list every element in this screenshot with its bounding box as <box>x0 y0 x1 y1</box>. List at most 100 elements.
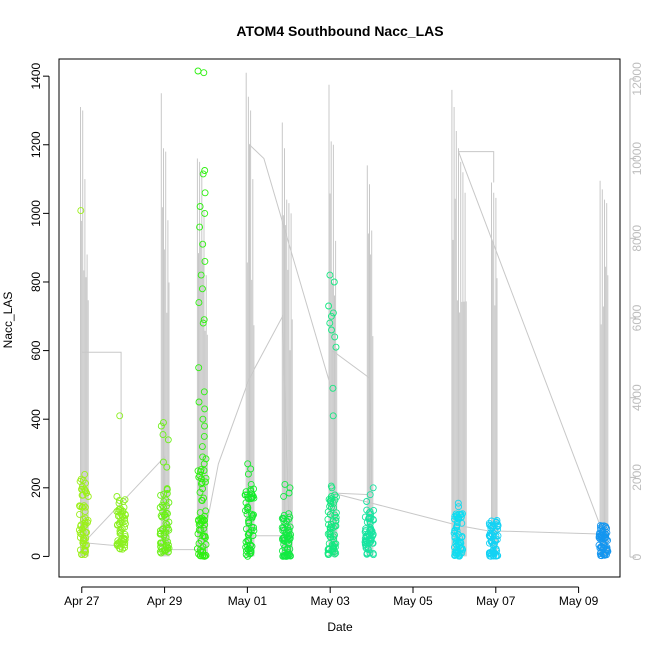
data-point <box>285 539 293 547</box>
data-point <box>454 499 462 507</box>
data-point <box>196 223 204 231</box>
data-point <box>200 460 208 468</box>
data-point <box>163 486 171 493</box>
data-point <box>113 493 121 500</box>
data-point <box>244 460 252 468</box>
data-point <box>195 398 203 406</box>
data-point <box>250 524 258 531</box>
data-point <box>121 539 129 547</box>
data-point <box>201 405 209 413</box>
data-point <box>451 534 459 542</box>
data-point <box>116 412 124 420</box>
data-point <box>487 532 494 540</box>
data-point <box>117 526 125 534</box>
data-point <box>120 538 128 546</box>
data-point <box>201 521 209 529</box>
data-point <box>330 499 338 507</box>
data-point <box>118 525 126 533</box>
data-point <box>195 540 203 547</box>
data-point <box>201 512 208 520</box>
data-point <box>369 516 377 523</box>
chart-title: ATOM4 Southbound Nacc_LAS <box>236 23 443 39</box>
data-point <box>161 547 169 555</box>
data-point <box>199 415 207 423</box>
data-point <box>280 492 288 500</box>
data-point <box>78 485 86 493</box>
x-axis: Apr 27 Apr 29 May 01 May 03 May 05 May 07 May … <box>64 586 599 608</box>
x-tick-label: Apr 29 <box>147 594 183 608</box>
data-point <box>327 500 335 507</box>
data-point <box>157 529 165 537</box>
data-point <box>200 494 208 502</box>
data-point <box>200 432 208 440</box>
data-point <box>492 545 500 553</box>
data-point <box>117 505 124 513</box>
data-point <box>114 512 122 520</box>
data-point <box>456 511 464 519</box>
data-point <box>164 436 172 444</box>
y2-tick-label: 4000 <box>630 384 644 411</box>
data-point <box>279 534 287 542</box>
data-point <box>362 532 370 540</box>
data-point <box>201 257 209 265</box>
data-point <box>199 453 207 461</box>
data-point <box>329 524 337 531</box>
data-point <box>458 545 466 553</box>
data-point <box>197 480 205 488</box>
data-point <box>159 419 167 427</box>
data-point <box>280 537 288 545</box>
data-point <box>81 551 89 559</box>
data-point <box>201 532 209 540</box>
data-point <box>494 522 502 529</box>
data-point <box>76 534 84 541</box>
y2-tick-label: 0 <box>630 553 644 560</box>
y2-tick-label: 10000 <box>630 142 644 176</box>
data-point <box>114 521 122 529</box>
data-point <box>159 458 167 466</box>
trace-layer <box>81 143 605 551</box>
data-point <box>76 510 83 518</box>
data-point <box>201 209 209 217</box>
data-point <box>457 513 465 521</box>
data-point <box>202 478 209 486</box>
data-point <box>598 552 606 560</box>
data-point <box>198 514 206 522</box>
data-point <box>196 203 204 210</box>
data-point <box>195 299 203 307</box>
secondary-y-axis: 0 2000 4000 6000 8000 10000 12000 <box>629 62 644 560</box>
data-point <box>248 494 256 502</box>
data-point <box>113 540 121 548</box>
data-point <box>245 536 253 544</box>
data-point <box>242 551 250 558</box>
data-point <box>164 541 172 549</box>
data-point <box>599 545 607 553</box>
data-point <box>194 67 202 75</box>
data-point <box>199 319 207 327</box>
data-point <box>286 523 294 531</box>
data-point <box>78 530 86 538</box>
data-point <box>489 522 497 530</box>
data-point <box>246 545 254 553</box>
data-point <box>157 491 165 499</box>
data-point <box>247 486 255 494</box>
data-point <box>119 507 127 515</box>
data-point <box>599 541 607 548</box>
data-point <box>279 535 286 543</box>
data-point <box>81 546 88 554</box>
data-point <box>78 483 86 490</box>
data-point <box>81 542 89 549</box>
data-point <box>369 539 377 547</box>
data-point <box>200 516 208 524</box>
data-point <box>363 498 371 505</box>
data-point <box>81 470 89 478</box>
data-point <box>121 496 129 504</box>
data-point <box>120 503 128 511</box>
data-point <box>367 529 375 537</box>
data-point <box>453 522 461 530</box>
data-point <box>331 333 339 341</box>
data-point <box>600 522 608 530</box>
data-point <box>329 384 337 392</box>
data-point <box>452 548 460 556</box>
data-point <box>79 503 86 511</box>
